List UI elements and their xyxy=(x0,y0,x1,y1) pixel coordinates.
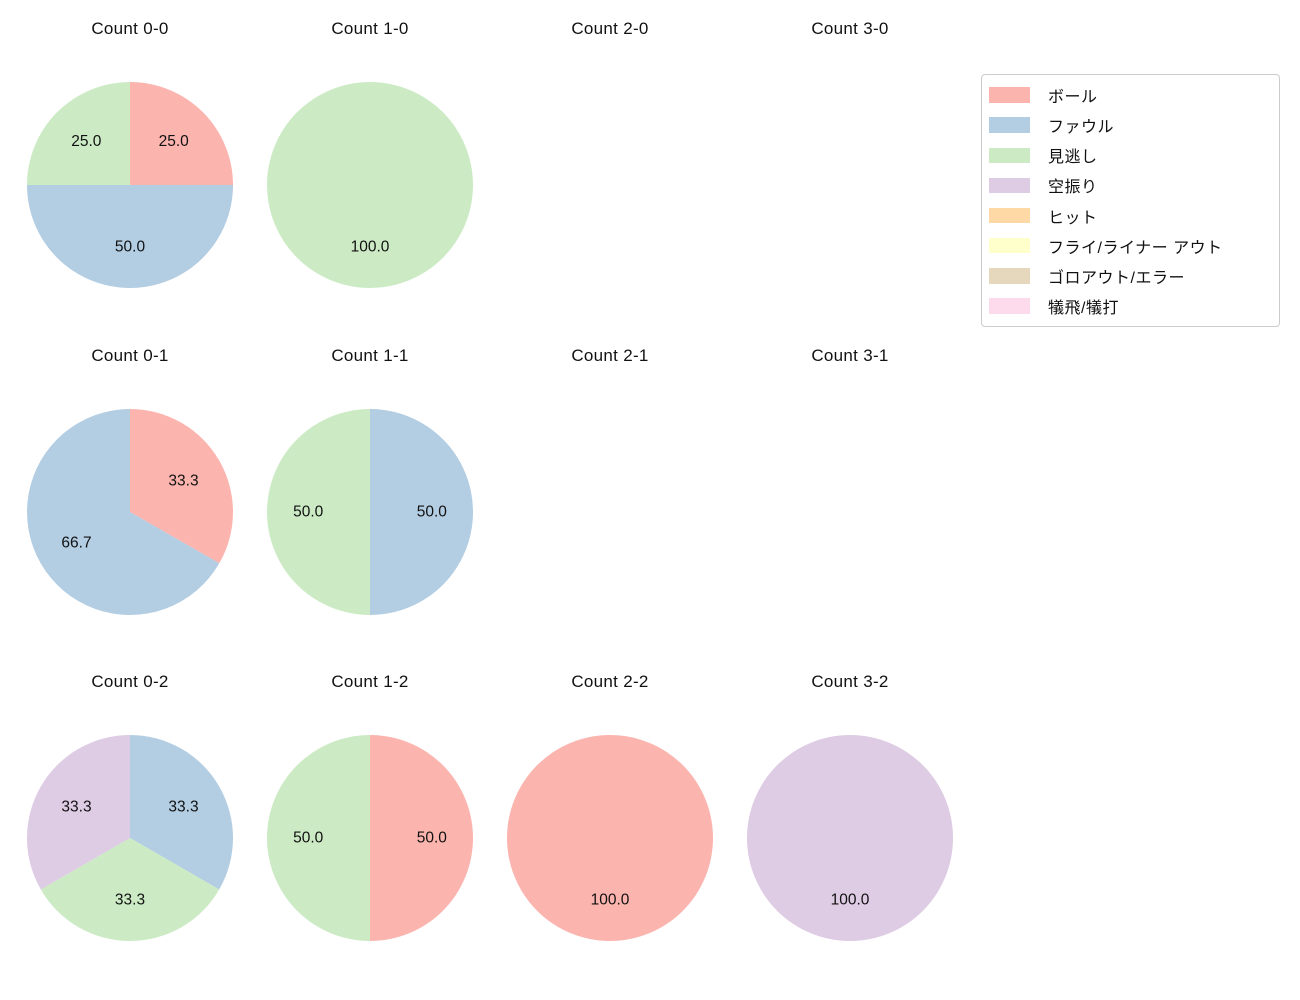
legend-item: ゴロアウト/エラー xyxy=(989,261,1279,291)
pie-title: Count 3-0 xyxy=(811,19,889,38)
legend-color-swatch-icon xyxy=(989,147,1030,164)
legend-label: 犠飛/犠打 xyxy=(1048,299,1119,317)
pie-percent-label: 66.7 xyxy=(61,535,91,552)
pie-chart: 50.0 50.0 xyxy=(267,409,473,615)
pie-cell: 100.0 Count 2-2 xyxy=(490,653,730,1000)
pie-percent-label: 33.3 xyxy=(168,799,198,816)
pie-chart: 100.0 xyxy=(267,82,473,288)
legend-label: 空振り xyxy=(1048,179,1098,197)
pie-title: Count 3-1 xyxy=(811,346,889,365)
legend-item: フライ/ライナー アウト xyxy=(989,231,1279,261)
legend-color-swatch-icon xyxy=(989,268,1030,284)
pie-cell: 33.3 66.7 Count 0-1 xyxy=(10,327,250,653)
pie-chart: 25.0 50.0 25.0 xyxy=(27,82,233,288)
legend-color-swatch-icon xyxy=(989,177,1030,194)
legend-color-swatch-icon xyxy=(989,207,1030,224)
pie-percent-label: 50.0 xyxy=(293,504,324,521)
pie-slice xyxy=(267,735,370,941)
legend-color-swatch-icon xyxy=(989,117,1030,133)
legend-label: フライ/ライナー アウト xyxy=(1048,239,1223,257)
pie-slice xyxy=(130,735,233,890)
pie-cell: Count 3-1 xyxy=(730,327,970,653)
pie-slice xyxy=(370,735,473,941)
pie-title: Count 2-2 xyxy=(571,672,649,691)
legend-item: ヒット xyxy=(989,201,1279,231)
pie-percent-label: 100.0 xyxy=(591,891,630,908)
pie-title: Count 0-2 xyxy=(91,672,169,691)
pie-title: Count 0-0 xyxy=(91,19,169,38)
pie-cell: 50.0 50.0 Count 1-2 xyxy=(250,653,490,1000)
pie-chart xyxy=(490,0,730,326)
pie-percent-label: 33.3 xyxy=(115,891,145,908)
pie-slice xyxy=(130,409,233,564)
pie-percent-label: 33.3 xyxy=(168,473,198,490)
legend-item: 見逃し xyxy=(989,140,1279,170)
pie-title: Count 1-1 xyxy=(331,346,409,365)
pie-title: Count 1-2 xyxy=(331,672,409,691)
pie-chart xyxy=(490,327,730,653)
pie-percent-label: 50.0 xyxy=(115,238,146,255)
pie-cell: Count 2-0 xyxy=(490,0,730,327)
pie-title: Count 2-1 xyxy=(571,346,649,365)
legend-color-swatch-icon xyxy=(989,298,1030,314)
pie-percent-label: 25.0 xyxy=(159,133,190,150)
legend-label: ゴロアウト/エラー xyxy=(1048,269,1185,287)
pie-slice xyxy=(40,838,220,941)
legend-color-swatch-icon xyxy=(989,87,1030,103)
pie-grid: 25.0 50.0 25.0 Count 0-0 100.0 Count 1-0 C… xyxy=(10,0,970,1000)
pie-chart xyxy=(730,0,970,326)
pie-percent-label: 33.3 xyxy=(61,799,91,816)
pie-percent-label: 25.0 xyxy=(71,133,102,150)
pie-slice xyxy=(27,82,130,185)
pie-percent-label: 50.0 xyxy=(417,504,448,521)
pie-slice xyxy=(370,409,473,615)
legend-color-swatch-icon xyxy=(989,237,1030,254)
pie-cell: 33.3 33.3 33.3 Count 0-2 xyxy=(10,653,250,1000)
pie-chart: 33.3 66.7 xyxy=(26,409,233,615)
pie-slice xyxy=(130,82,233,185)
pie-cell: Count 3-0 xyxy=(730,0,970,327)
legend-item: ボール xyxy=(989,80,1279,110)
pie-slice xyxy=(26,409,220,615)
pie-slice xyxy=(507,735,713,941)
pie-cell: 50.0 50.0 Count 1-1 xyxy=(250,327,490,653)
legend-item: 犠飛/犠打 xyxy=(989,291,1279,321)
legend-label: ボール xyxy=(1048,89,1098,106)
pie-chart: 100.0 xyxy=(747,735,953,941)
pie-title: Count 1-0 xyxy=(331,19,409,38)
pie-title: Count 2-0 xyxy=(571,19,649,38)
legend: ボール ファウル 見逃し 空振り ヒット フライ/ライナー アウト ゴロアウト/… xyxy=(981,74,1280,327)
legend-label: 見逃し xyxy=(1048,149,1098,167)
legend-label: ファウル xyxy=(1048,119,1115,137)
pie-cell: 100.0 Count 1-0 xyxy=(250,0,490,327)
pie-cell: 100.0 Count 3-2 xyxy=(730,653,970,1000)
pie-slice xyxy=(27,185,233,288)
pie-chart: 33.3 33.3 33.3 xyxy=(27,735,233,941)
legend-label: ヒット xyxy=(1048,209,1098,227)
pie-slice xyxy=(27,735,130,890)
pie-slice xyxy=(267,409,370,615)
pie-title: Count 3-2 xyxy=(811,672,889,691)
legend-item: ファウル xyxy=(989,110,1279,140)
pie-percent-label: 50.0 xyxy=(417,830,448,847)
pie-slice xyxy=(747,735,953,941)
pie-cell: Count 2-1 xyxy=(490,327,730,653)
pie-chart: 50.0 50.0 xyxy=(267,735,473,941)
pie-title: Count 0-1 xyxy=(91,346,169,365)
pie-chart xyxy=(730,327,970,653)
pie-percent-label: 100.0 xyxy=(831,891,870,908)
pie-chart: 100.0 xyxy=(507,735,713,941)
pie-slice xyxy=(267,82,473,288)
pie-percent-label: 100.0 xyxy=(351,238,390,255)
pie-percent-label: 50.0 xyxy=(293,830,324,847)
pie-cell: 25.0 50.0 25.0 Count 0-0 xyxy=(10,0,250,327)
legend-item: 空振り xyxy=(989,170,1279,200)
